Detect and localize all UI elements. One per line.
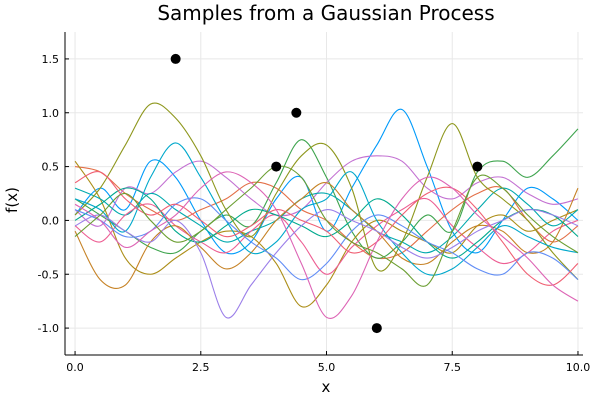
y-tick-label-2: 0.0 <box>42 214 60 227</box>
observation-point-2 <box>271 161 282 172</box>
observation-points <box>170 53 483 334</box>
x-tick-label-4: 10.0 <box>566 361 591 374</box>
observation-point-3 <box>291 107 302 118</box>
sample-line-12 <box>74 208 579 319</box>
sample-line-13 <box>74 197 579 281</box>
x-tick-label-3: 7.5 <box>443 361 461 374</box>
y-tick-label-4: 1.0 <box>42 107 60 120</box>
y-tick-label-1: -0.5 <box>38 268 59 281</box>
y-tick-label-3: 0.5 <box>42 161 60 174</box>
chart-title: Samples from a Gaussian Process <box>157 1 494 25</box>
x-tick-label-2: 5.0 <box>318 361 336 374</box>
sample-line-14 <box>74 171 579 286</box>
sample-line-3 <box>74 128 579 259</box>
sample-line-16 <box>74 165 579 287</box>
x-tick-label-1: 2.5 <box>192 361 210 374</box>
x-tick-label-0: 0.0 <box>66 361 84 374</box>
axes <box>64 32 583 356</box>
sample-line-8 <box>74 182 579 289</box>
sample-line-5 <box>74 160 579 308</box>
sample-lines <box>74 102 579 319</box>
tick-labels: 0.0 2.5 5.0 7.5 10.0 -1.0 -0.5 0.0 0.5 1.0 1.5 <box>38 53 591 374</box>
sample-line-6 <box>74 187 579 254</box>
observation-point-5 <box>472 161 483 172</box>
observation-point-4 <box>371 323 382 334</box>
y-axis-label: f(x) <box>3 187 21 213</box>
sample-line-15 <box>74 171 579 319</box>
y-tick-label-5: 1.5 <box>42 53 60 66</box>
y-tick-label-0: -1.0 <box>38 322 59 335</box>
sample-line-10 <box>74 102 579 281</box>
observation-point-1 <box>170 53 181 64</box>
x-axis-label: x <box>322 378 331 396</box>
sample-line-9 <box>74 187 579 259</box>
